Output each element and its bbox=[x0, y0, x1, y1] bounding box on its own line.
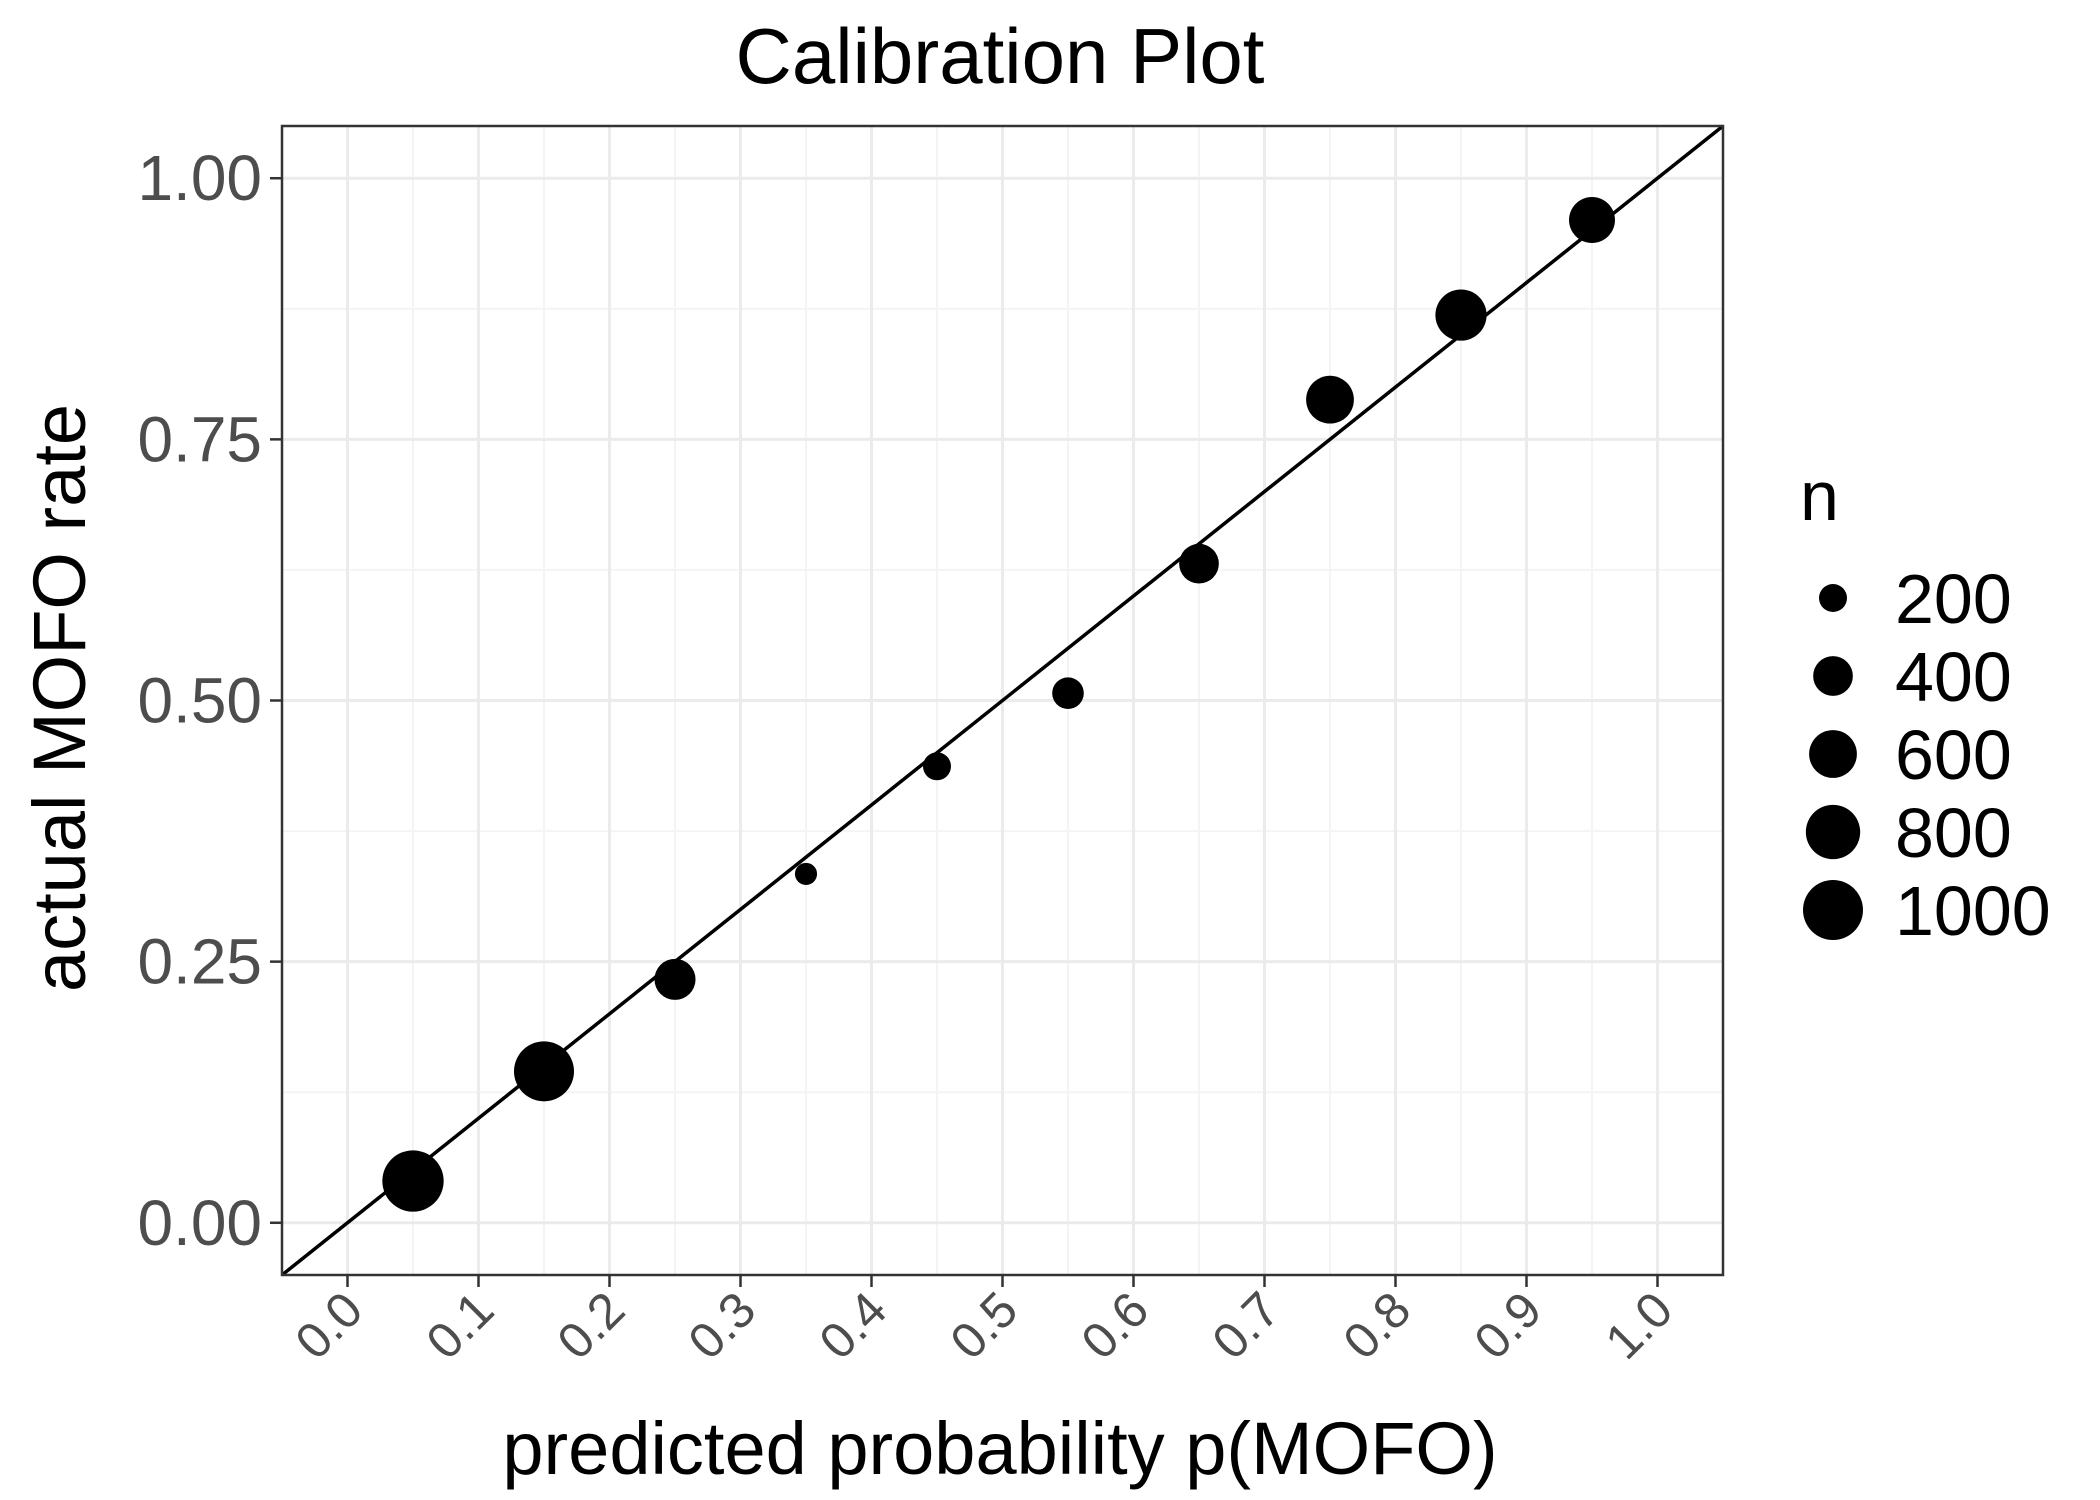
legend-label: 200 bbox=[1895, 560, 2012, 638]
y-tick-label: 0.75 bbox=[137, 403, 262, 475]
y-tick-label: 0.00 bbox=[137, 1187, 262, 1259]
chart-title: Calibration Plot bbox=[736, 12, 1265, 100]
data-point bbox=[382, 1150, 444, 1212]
y-tick-label: 0.25 bbox=[137, 926, 262, 998]
y-axis-title: actual MOFO rate bbox=[18, 404, 101, 992]
x-tick-label: 0.6 bbox=[1071, 1281, 1160, 1370]
data-point bbox=[1052, 677, 1084, 709]
legend-label: 400 bbox=[1895, 638, 2012, 716]
data-point bbox=[1435, 289, 1487, 341]
data-points bbox=[382, 197, 1615, 1212]
x-tick-label: 0.7 bbox=[1202, 1281, 1291, 1370]
legend-title: n bbox=[1800, 457, 1839, 535]
data-point bbox=[514, 1041, 574, 1102]
y-tick-label: 1.00 bbox=[137, 142, 262, 214]
legend-label: 800 bbox=[1895, 794, 2012, 872]
data-point bbox=[923, 752, 951, 781]
data-point bbox=[1179, 543, 1219, 584]
x-tick-label: 1.0 bbox=[1595, 1281, 1684, 1370]
x-axis-title: predicted probability p(MOFO) bbox=[502, 1407, 1497, 1490]
y-tick-label: 0.50 bbox=[137, 665, 262, 737]
legend-key bbox=[1803, 880, 1863, 940]
x-tick-label: 0.5 bbox=[940, 1281, 1029, 1370]
major-gridlines bbox=[282, 126, 1723, 1275]
x-tick-label: 0.3 bbox=[678, 1281, 767, 1370]
data-point bbox=[654, 958, 696, 1000]
x-tick-label: 0.0 bbox=[285, 1281, 374, 1370]
legend-key bbox=[1805, 804, 1861, 860]
y-axis-ticks: 0.00 0.25 0.50 0.75 1.00 bbox=[137, 142, 282, 1259]
x-axis-ticks: 0.0 0.1 0.2 0.3 0.4 0.5 0.6 0.7 0.8 0.9 1.0 bbox=[285, 1275, 1684, 1370]
x-tick-label: 0.9 bbox=[1464, 1281, 1553, 1370]
data-point bbox=[1306, 375, 1354, 424]
legend-key bbox=[1813, 656, 1853, 696]
x-tick-label: 0.8 bbox=[1333, 1281, 1422, 1370]
legend-key bbox=[1819, 584, 1847, 612]
legend-label: 600 bbox=[1895, 716, 2012, 794]
legend-label: 1000 bbox=[1895, 872, 2051, 950]
x-tick-label: 0.1 bbox=[416, 1281, 505, 1370]
x-tick-label: 0.4 bbox=[809, 1281, 898, 1370]
data-point bbox=[794, 862, 818, 885]
data-point bbox=[1569, 197, 1615, 243]
legend-key bbox=[1809, 730, 1857, 778]
x-tick-label: 0.2 bbox=[547, 1281, 636, 1370]
